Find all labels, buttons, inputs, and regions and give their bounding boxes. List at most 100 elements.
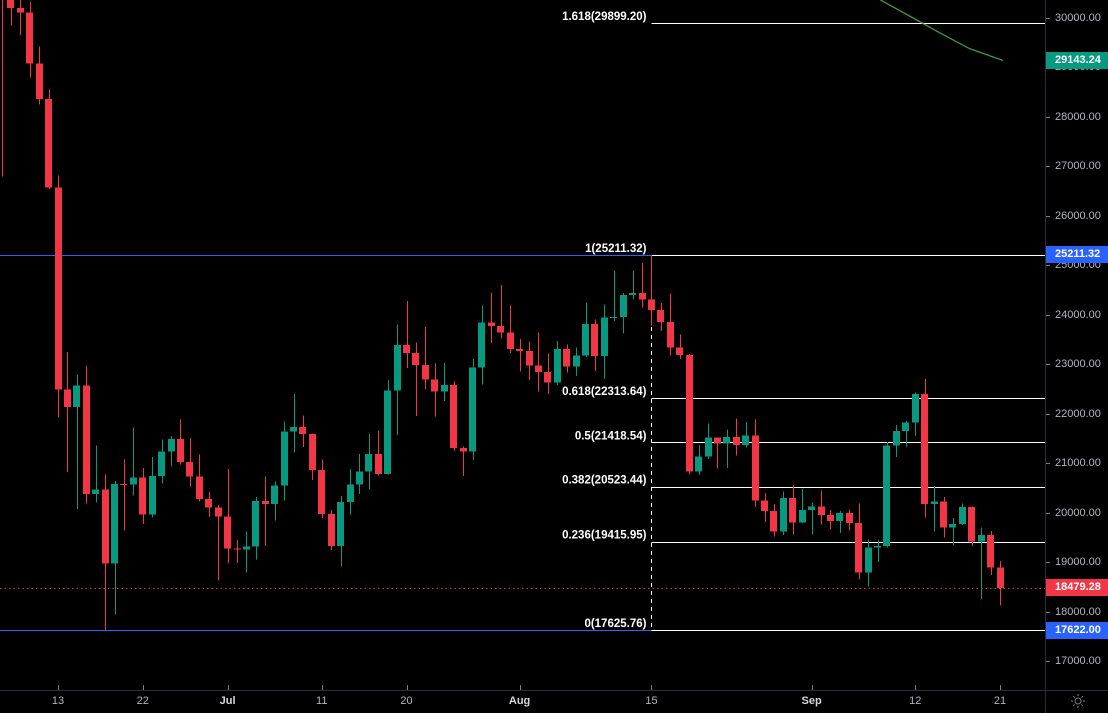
price-tick-mark	[1046, 364, 1050, 365]
fib-level-label: 0.382(20523.44)	[562, 475, 647, 487]
candle	[648, 254, 655, 326]
candle-body	[478, 322, 485, 368]
candle-body	[554, 348, 561, 383]
candle	[883, 442, 890, 548]
fib-level-label: 0(17625.76)	[584, 618, 646, 630]
candle	[554, 340, 561, 386]
price-tick-label: 30000.00	[1055, 12, 1101, 24]
candle	[591, 319, 598, 371]
candle	[139, 468, 146, 524]
candle	[17, 0, 24, 36]
candle	[177, 419, 184, 465]
candle-body	[770, 510, 777, 532]
candle	[912, 392, 919, 436]
candle	[271, 481, 278, 521]
candle	[846, 509, 853, 531]
candle-body	[808, 506, 815, 511]
candle	[902, 421, 909, 447]
candle-body	[610, 316, 617, 318]
candle-body	[629, 292, 636, 295]
candle	[224, 469, 231, 564]
candle	[252, 496, 259, 560]
candle-body	[639, 292, 646, 300]
candle-body	[582, 324, 589, 356]
candle	[657, 302, 664, 332]
candle-body	[846, 513, 853, 523]
candle	[855, 503, 862, 580]
candle-body	[931, 501, 938, 505]
candle	[234, 539, 241, 564]
candle	[526, 341, 533, 381]
candle	[309, 433, 316, 481]
candle-body	[215, 507, 222, 517]
price-tick-label: 17000.00	[1055, 655, 1101, 667]
price-tick-mark	[1046, 265, 1050, 266]
candle	[827, 509, 834, 530]
fib-level-label: 0.236(19415.95)	[562, 530, 647, 542]
candle-body	[394, 344, 401, 391]
candle	[205, 491, 212, 518]
candle	[83, 365, 90, 504]
candle-body	[959, 506, 966, 524]
candle	[478, 305, 485, 385]
candle-body	[987, 535, 994, 568]
candle-body	[186, 461, 193, 477]
candle-body	[648, 299, 655, 311]
candle-body	[573, 355, 580, 367]
candle-body	[912, 394, 919, 423]
candle	[818, 490, 825, 525]
candle-body	[111, 484, 118, 564]
chart-canvas[interactable]: 1.618(29899.20) 1(25211.32) 0.618(22313.64…	[0, 0, 1045, 690]
candle-body	[968, 506, 975, 542]
candle-body	[17, 7, 24, 13]
candle-body	[356, 471, 363, 485]
candle-body	[120, 484, 127, 486]
candle	[789, 484, 796, 535]
candle-body	[7, 0, 14, 8]
candle-body	[224, 516, 231, 549]
candle	[102, 474, 109, 631]
candle-body	[488, 322, 495, 326]
price-tick-mark	[1046, 216, 1050, 217]
candle-body	[205, 498, 212, 508]
candle	[893, 425, 900, 458]
time-tick-label: 11	[316, 695, 328, 707]
candle	[780, 491, 787, 536]
candle-body	[516, 349, 523, 351]
candle-body	[761, 500, 768, 511]
candle	[507, 305, 514, 353]
theme-toggle-sun-icon[interactable]	[1070, 693, 1086, 709]
candle-body	[526, 350, 533, 366]
candle	[931, 485, 938, 532]
candle-body	[403, 344, 410, 353]
candle-body	[855, 522, 862, 573]
ma-line	[880, 0, 1004, 62]
candle	[808, 502, 815, 535]
candle-body	[591, 324, 598, 357]
candle-body	[752, 435, 759, 501]
candle	[940, 496, 947, 538]
candle	[111, 480, 118, 615]
price-tick-mark	[1046, 18, 1050, 19]
candle-body	[412, 352, 419, 365]
candle-body	[26, 12, 33, 64]
time-tick-label: 20	[400, 695, 413, 707]
price-tick-label: 18000.00	[1055, 606, 1101, 618]
candle-body	[705, 437, 712, 457]
candle	[337, 496, 344, 567]
candle-body	[55, 187, 62, 390]
candle	[497, 285, 504, 339]
time-axis[interactable]: 13 22 Jul 11 20 Aug 15 Sep 12 21	[0, 690, 1108, 713]
candle	[535, 332, 542, 392]
price-axis[interactable]: 30000.0029000.0028000.0027000.0026000.00…	[1045, 0, 1108, 690]
candle-body	[469, 367, 476, 452]
price-tick-label: 22000.00	[1055, 408, 1101, 420]
candle-body	[422, 364, 429, 380]
price-tick-label: 27000.00	[1055, 160, 1101, 172]
candle	[196, 454, 203, 502]
price-badge: 17622.00	[1046, 622, 1108, 639]
candle-body	[450, 384, 457, 448]
candle	[431, 363, 438, 417]
candle-body	[827, 514, 834, 521]
candle	[36, 46, 43, 105]
